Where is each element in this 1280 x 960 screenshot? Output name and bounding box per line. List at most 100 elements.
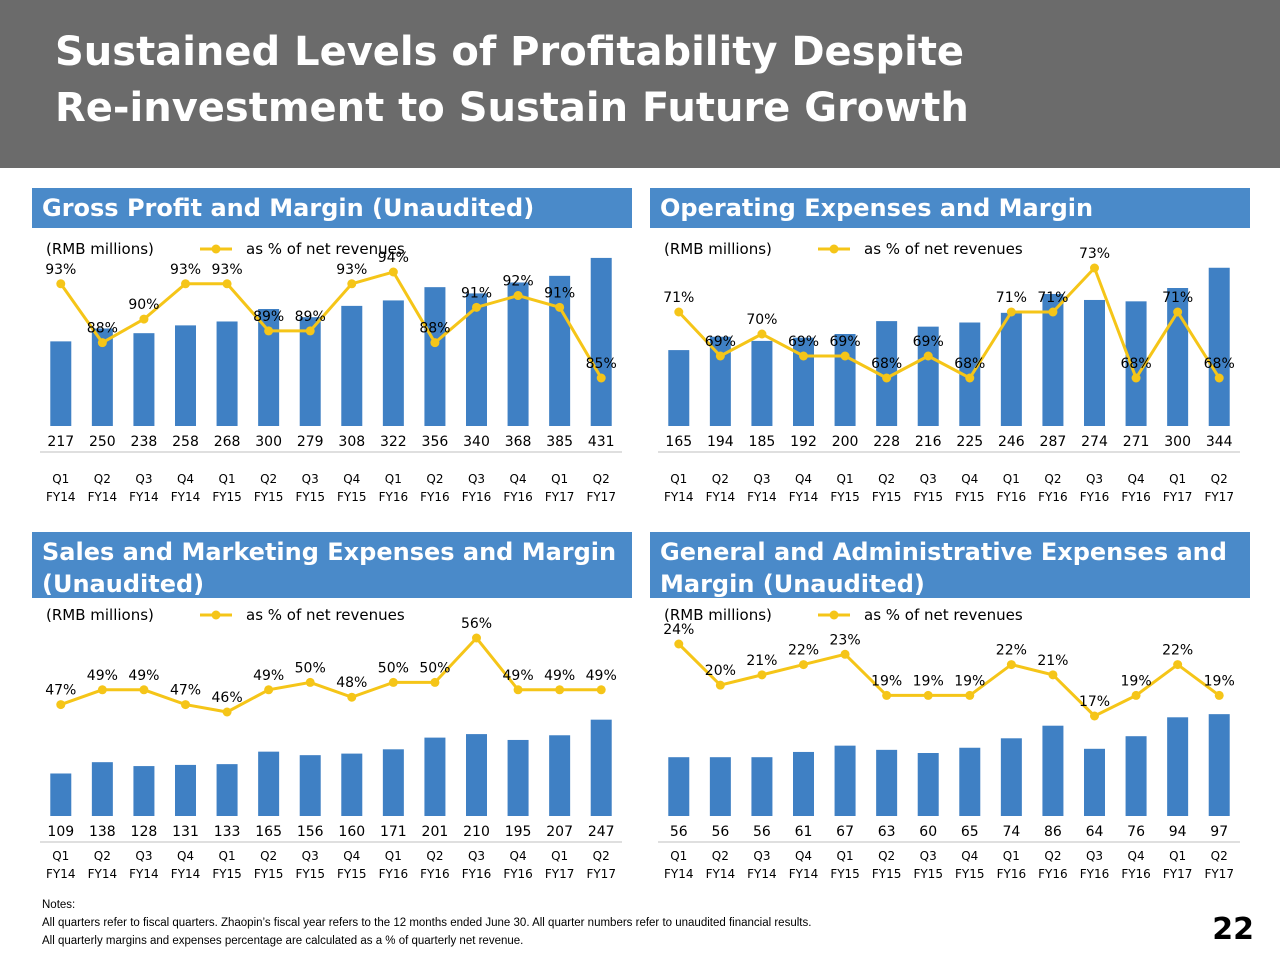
x-tick-fy-label: FY15 [955,867,985,881]
margin-point [347,692,357,702]
bar [1084,299,1105,426]
bar [50,341,72,426]
legend-label: as % of net revenues [864,240,1023,258]
notes-line-1: All quarters refer to fiscal quarters. Z… [42,917,812,929]
margin-label: 89% [295,309,326,325]
margin-point [139,314,149,324]
x-tick-quarter-label: Q2 [94,472,111,486]
x-tick-quarter-label: Q3 [753,472,770,486]
x-tick-quarter-label: Q1 [1003,472,1020,486]
margin-point [1048,670,1058,680]
margin-point [1131,373,1141,383]
bar-value-label: 67 [836,824,854,840]
bar [917,753,939,816]
margin-label: 71% [663,290,694,306]
x-tick-fy-label: FY16 [997,867,1027,881]
bar [216,764,238,816]
bar [751,757,773,816]
margin-label: 19% [954,673,985,689]
bar-value-label: 74 [1002,824,1020,840]
gross-profit-chart: (RMB millions) as % of net revenues 217 Q1 F… [40,240,622,504]
general-admin-panel: General and Administrative Expenses and … [650,532,1250,882]
margin-point [715,351,725,361]
x-tick-fy-label: FY16 [462,490,492,504]
x-tick-quarter-label: Q4 [177,849,194,863]
margin-label: 91% [461,285,492,301]
x-tick-quarter-label: Q4 [795,472,812,486]
bar-value-label: 279 [297,434,324,450]
x-tick-fy-label: FY16 [997,490,1027,504]
margin-point [513,291,523,301]
x-tick-fy-label: FY15 [254,867,284,881]
bar-value-label: 300 [1164,434,1191,450]
margin-label: 73% [1079,246,1110,262]
bar [590,719,612,816]
bar-value-label: 165 [665,434,692,450]
margin-point [1048,307,1058,317]
bar-value-label: 238 [131,434,158,450]
x-tick-fy-label: FY16 [420,490,450,504]
margin-label: 69% [913,334,944,350]
bar-value-label: 268 [214,434,241,450]
x-tick-fy-label: FY14 [88,490,118,504]
margin-label: 49% [544,668,575,684]
x-tick-quarter-label: Q4 [1128,472,1145,486]
margin-point [56,279,66,289]
bar [91,328,113,426]
bar [1208,714,1230,816]
x-tick-quarter-label: Q4 [343,472,360,486]
margin-point [1006,307,1016,317]
x-tick-fy-label: FY17 [545,490,575,504]
x-tick-quarter-label: Q2 [1044,472,1061,486]
margin-label: 89% [253,309,284,325]
margin-point [923,690,933,700]
bar [175,764,196,816]
x-tick-fy-label: FY15 [830,867,860,881]
x-tick-quarter-label: Q1 [219,472,236,486]
x-tick-fy-label: FY16 [379,490,409,504]
x-tick-quarter-label: Q4 [343,849,360,863]
margin-label: 49% [253,668,284,684]
bar-value-label: 201 [422,824,449,840]
bar-value-label: 61 [795,824,813,840]
x-tick-quarter-label: Q2 [260,849,277,863]
bar [466,734,487,816]
margin-point [882,373,892,383]
x-tick-fy-label: FY15 [337,490,367,504]
x-tick-fy-label: FY14 [706,490,736,504]
margin-point [596,685,606,695]
x-tick-quarter-label: Q2 [593,472,610,486]
margin-label: 21% [746,653,777,669]
margin-label: 68% [1204,356,1235,372]
x-tick-quarter-label: Q1 [670,849,687,863]
sales-marketing-title-line-1: Sales and Marketing Expenses and Margin [42,538,617,566]
margin-label: 23% [830,632,861,648]
margin-label: 90% [128,297,159,313]
bar [751,340,773,426]
margin-point [1214,373,1224,383]
bar [341,305,363,426]
margin-point [472,633,481,643]
bar [1084,748,1105,816]
margin-label: 17% [1079,694,1110,710]
bar-value-label: 246 [998,434,1025,450]
bar-value-label: 250 [89,434,116,450]
x-tick-fy-label: FY17 [586,490,616,504]
bar-value-label: 340 [463,434,490,450]
x-tick-quarter-label: Q3 [1086,849,1103,863]
x-tick-quarter-label: Q3 [920,472,937,486]
x-tick-fy-label: FY14 [664,867,694,881]
bar-value-label: 65 [961,824,979,840]
bar [590,257,612,426]
bar-value-label: 287 [1040,434,1067,450]
margin-point [1173,307,1183,317]
margin-point [388,267,398,277]
margin-point [555,685,565,695]
bar-value-label: 274 [1081,434,1108,450]
margin-label: 94% [378,250,409,266]
margin-point [97,338,107,348]
x-tick-quarter-label: Q1 [551,472,568,486]
x-tick-quarter-label: Q2 [94,849,111,863]
x-tick-fy-label: FY14 [789,867,819,881]
bar-value-label: 194 [707,434,734,450]
